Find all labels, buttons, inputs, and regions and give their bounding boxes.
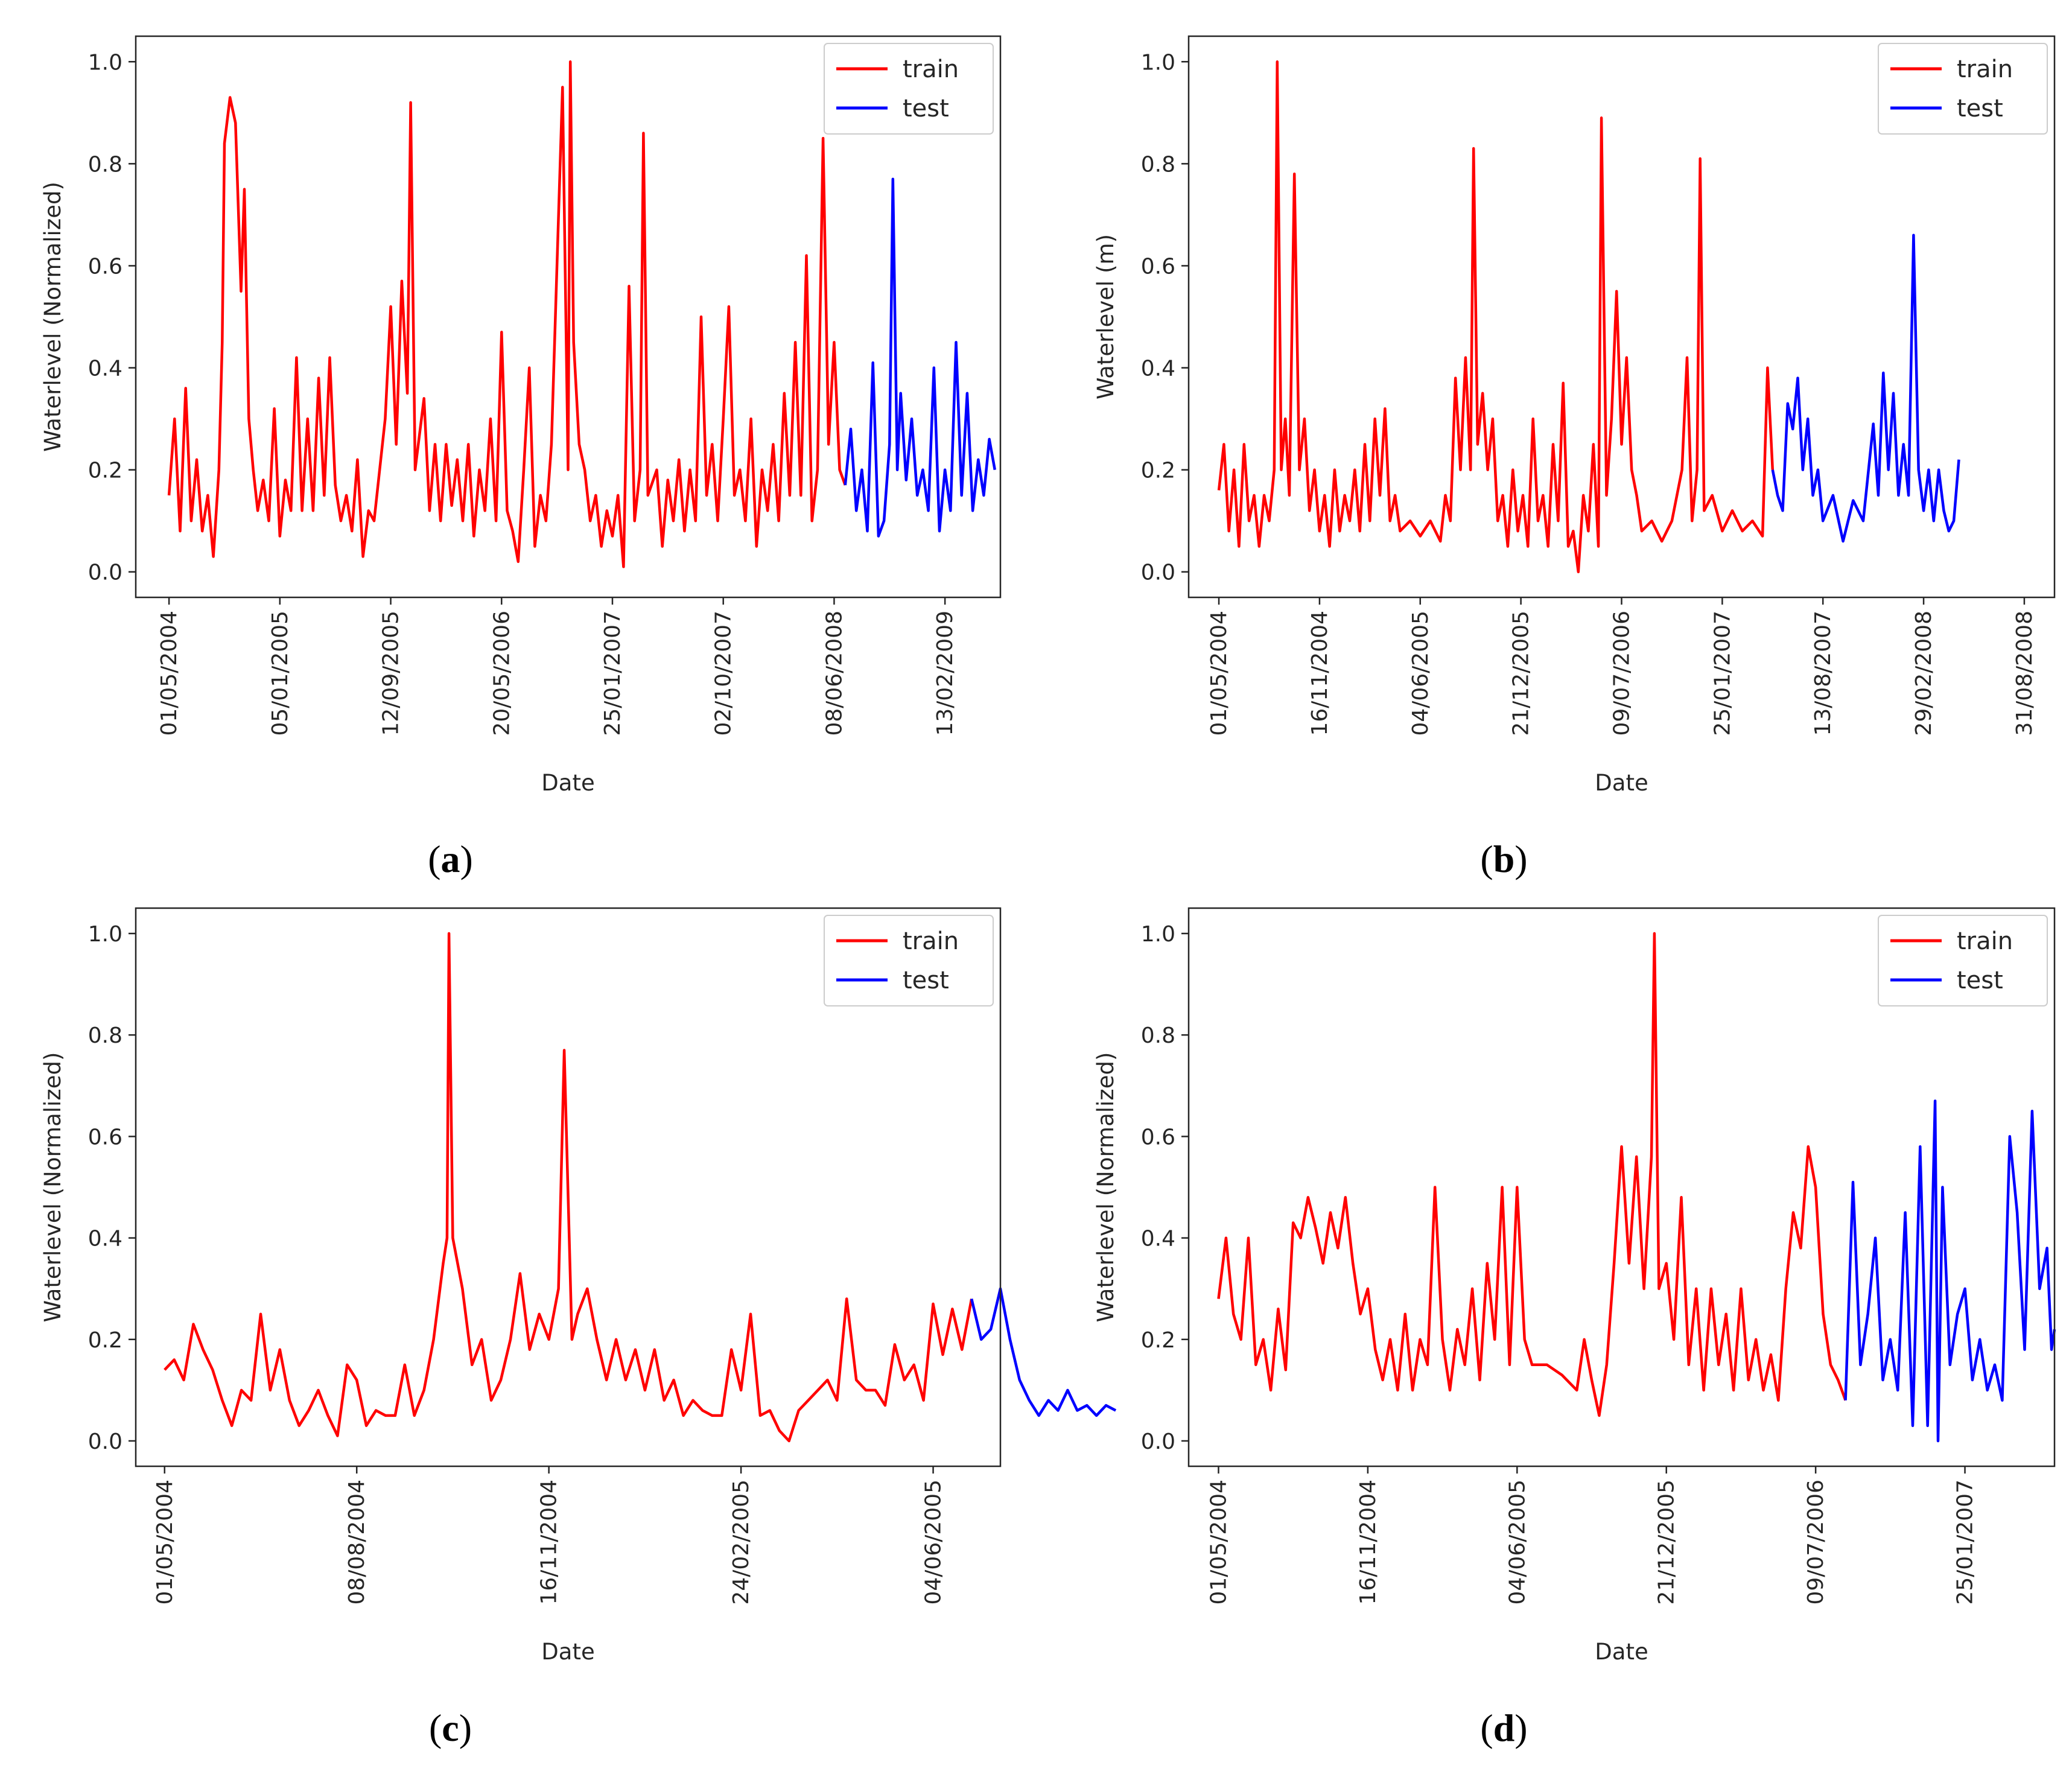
legend-box <box>1878 43 2048 135</box>
panel-caption: (c) <box>429 1706 472 1749</box>
x-tick-label: 29/02/2008 <box>1912 611 1936 736</box>
chart-a: 0.0 0.2 0.4 0.6 0.8 1.0 01/05/2004 05/01/2005 12… <box>40 35 1002 880</box>
plot-frame <box>1187 907 2056 1467</box>
y-axis-label: Waterlevel (m) <box>1093 234 1119 399</box>
legend-label-train: train <box>1957 927 2013 955</box>
chart-c: 0.0 0.2 0.4 0.6 0.8 1.0 01/05/2004 08/08/2004 16… <box>40 907 1117 1749</box>
x-tick-label: 02/10/2007 <box>711 611 736 736</box>
x-tick-label: 25/01/2007 <box>600 611 625 736</box>
legend-label-train: train <box>903 927 959 955</box>
series-line-test <box>1771 234 1960 543</box>
x-tick-label: 21/12/2005 <box>1654 1480 1679 1605</box>
y-tick-label: 0.6 <box>1141 1125 1175 1149</box>
series-line-test <box>844 177 997 538</box>
legend-box <box>824 43 994 135</box>
panel-caption: (a) <box>428 838 473 880</box>
series-line-train <box>1217 932 1847 1417</box>
y-tick-label: 0.8 <box>1141 1023 1175 1048</box>
x-axis-label: Date <box>1595 770 1648 796</box>
y-tick-label: 0.8 <box>88 152 122 177</box>
legend-label-train: train <box>903 56 959 83</box>
x-tick-label: 09/07/2006 <box>1610 611 1635 736</box>
y-tick-label: 0.6 <box>88 254 122 279</box>
y-tick-label: 0.2 <box>88 459 122 483</box>
plot-frame <box>135 35 1002 599</box>
x-tick-label: 09/07/2006 <box>1803 1480 1828 1605</box>
x-tick-label: 13/02/2009 <box>933 611 958 736</box>
y-tick-label: 1.0 <box>1141 50 1175 75</box>
x-tick-label: 08/06/2008 <box>822 611 847 736</box>
series-line-train <box>1217 60 1775 573</box>
series-line-test <box>970 1287 1117 1417</box>
x-tick-label: 01/05/2004 <box>157 611 182 736</box>
x-tick-label: 31/08/2008 <box>2012 611 2037 736</box>
legend-label-test: test <box>1957 95 2003 122</box>
series-line-train <box>164 932 973 1443</box>
panel-caption-letter: d <box>1493 1706 1515 1749</box>
x-tick-label: 24/02/2005 <box>729 1480 754 1605</box>
x-tick-label: 16/11/2004 <box>1308 611 1332 736</box>
x-tick-label: 20/05/2006 <box>489 611 514 736</box>
y-tick-label: 0.4 <box>1141 357 1175 381</box>
y-tick-label: 0.4 <box>1141 1227 1175 1251</box>
legend-box <box>824 915 994 1006</box>
y-tick-label: 0.8 <box>88 1023 122 1048</box>
y-tick-label: 0.0 <box>88 1429 122 1454</box>
x-axis-label: Date <box>541 770 594 796</box>
legend-label-train: train <box>1957 56 2013 83</box>
y-axis-label: Waterlevel (Normalized) <box>40 1052 66 1323</box>
x-axis-label: Date <box>1595 1639 1648 1665</box>
x-tick-label: 05/01/2005 <box>268 611 293 736</box>
y-tick-label: 0.2 <box>1141 459 1175 483</box>
legend-label-test: test <box>1957 967 2003 994</box>
panel-caption-letter: a <box>441 838 460 880</box>
x-tick-label: 16/11/2004 <box>537 1480 562 1605</box>
x-axis-label: Date <box>541 1639 594 1665</box>
x-tick-label: 25/01/2007 <box>1710 611 1735 736</box>
y-axis-label: Waterlevel (Normalized) <box>40 182 66 452</box>
panel-caption-letter: b <box>1493 838 1515 880</box>
legend-box <box>1878 915 2048 1006</box>
y-axis-label: Waterlevel (Normalized) <box>1093 1052 1119 1323</box>
x-tick-label: 01/05/2004 <box>1206 1480 1231 1605</box>
x-tick-label: 12/09/2005 <box>379 611 404 736</box>
x-tick-label: 16/11/2004 <box>1356 1480 1381 1605</box>
series-line-test <box>1844 1099 2056 1443</box>
y-tick-label: 0.6 <box>1141 254 1175 279</box>
y-tick-label: 1.0 <box>88 922 122 947</box>
x-tick-label: 01/05/2004 <box>1207 611 1231 736</box>
x-tick-label: 21/12/2005 <box>1509 611 1534 736</box>
y-tick-label: 0.6 <box>88 1125 122 1149</box>
y-tick-label: 0.0 <box>1141 1429 1175 1454</box>
legend-label-test: test <box>903 95 949 122</box>
y-tick-label: 0.0 <box>88 561 122 585</box>
series-line-train <box>167 60 847 568</box>
x-tick-label: 25/01/2007 <box>1953 1480 1978 1605</box>
plot-frame <box>135 907 1002 1467</box>
x-tick-label: 04/06/2005 <box>1408 611 1433 736</box>
y-tick-label: 1.0 <box>88 50 122 75</box>
y-tick-label: 0.0 <box>1141 561 1175 585</box>
chart-b: 0.0 0.2 0.4 0.6 0.8 1.0 01/05/2004 16/11/2004 04… <box>1093 35 2056 880</box>
x-tick-label: 13/08/2007 <box>1811 611 1835 736</box>
panel-caption: (d) <box>1480 1706 1527 1749</box>
x-tick-label: 08/08/2004 <box>345 1480 369 1605</box>
chart-d: 0.0 0.2 0.4 0.6 0.8 1.0 01/05/2004 16/11/2004 04… <box>1093 907 2056 1749</box>
y-tick-label: 0.2 <box>1141 1328 1175 1353</box>
x-tick-label: 01/05/2004 <box>153 1480 177 1605</box>
x-tick-label: 04/06/2005 <box>1505 1480 1530 1605</box>
y-tick-label: 0.8 <box>1141 152 1175 177</box>
panel-caption: (b) <box>1480 838 1527 880</box>
y-tick-label: 1.0 <box>1141 922 1175 947</box>
y-tick-label: 0.4 <box>88 1227 122 1251</box>
y-tick-label: 0.4 <box>88 357 122 381</box>
y-tick-label: 0.2 <box>88 1328 122 1353</box>
legend-label-test: test <box>903 967 949 994</box>
x-tick-label: 04/06/2005 <box>921 1480 946 1605</box>
panel-caption-letter: c <box>442 1706 459 1749</box>
